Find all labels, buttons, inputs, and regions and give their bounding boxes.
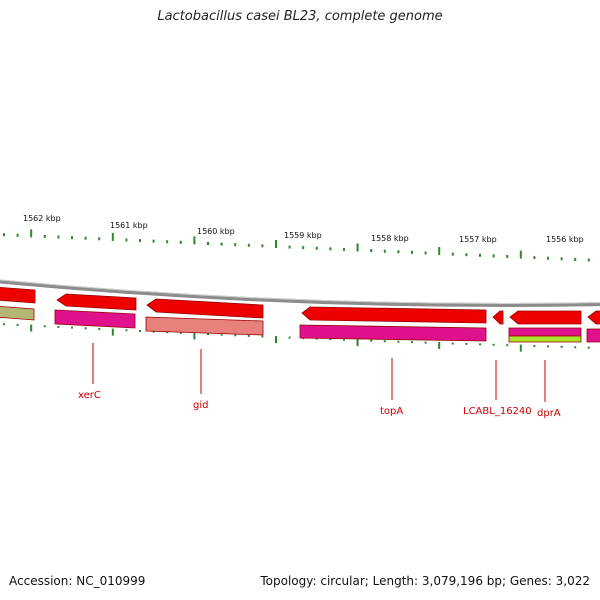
rna-block [145,316,264,336]
scale-labels: 1562 kbp 1561 kbp 1560 kbp 1559 kbp 1558 kbp… [23,214,584,244]
gene-label-gid[interactable]: gid [193,400,208,411]
genome-backbone [0,279,600,308]
outer-tick-track [3,229,590,262]
cds-block [508,327,582,337]
gene-block [146,298,264,319]
gene-label-xerc[interactable]: xerC [78,390,101,401]
gene-block [301,306,487,324]
gene-block [492,310,504,325]
scale-tick-label: 1562 kbp [23,214,61,223]
scale-tick-label: 1561 kbp [110,221,148,230]
genome-title: Lactobacillus casei BL23, complete genom… [157,9,443,24]
gene-label-lcabl_16240[interactable]: LCABL_16240 [463,406,532,417]
scale-tick-label: 1559 kbp [284,231,322,240]
cds-block [586,328,600,343]
gene-label-dpra[interactable]: dprA [537,408,561,419]
feature-block-lime [508,335,582,343]
scale-tick-label: 1557 kbp [459,235,497,244]
gene-block [56,293,137,311]
feature-tracks [0,286,600,343]
cds-block [54,309,136,329]
gene-block [509,310,582,325]
scale-tick-label: 1556 kbp [546,235,584,244]
gene-labels[interactable]: xerC gid topA LCABL_16240 dprA [78,390,561,419]
gene-block [0,286,36,304]
label-leaders [92,343,546,402]
accession-label: Accession: NC_010999 [9,574,146,588]
feature-block-olive [0,305,35,321]
scale-tick-label: 1560 kbp [197,227,235,236]
scale-tick-label: 1558 kbp [371,234,409,243]
gene-block [587,310,600,325]
cds-block [299,324,487,342]
genome-summary: Topology: circular; Length: 3,079,196 bp… [260,574,590,588]
inner-tick-track [3,323,590,352]
genome-backbone-highlight [0,279,600,305]
gene-label-topa[interactable]: topA [380,406,403,417]
